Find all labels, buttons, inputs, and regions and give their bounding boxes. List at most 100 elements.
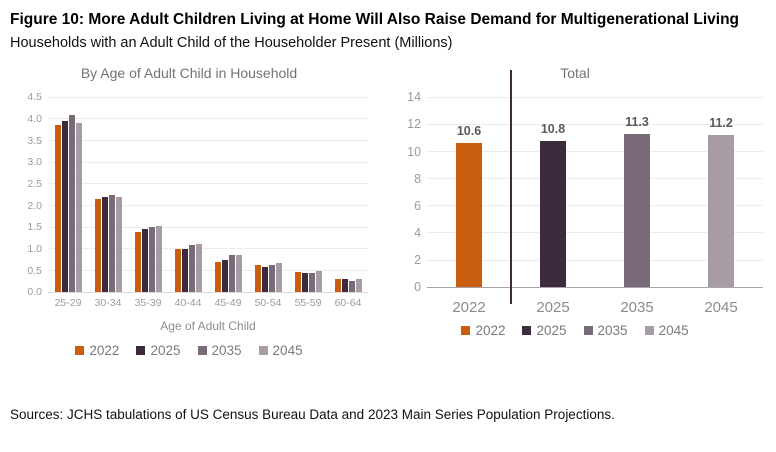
x-tick-label: 2022 [452,299,486,317]
legend-swatch [75,346,85,356]
y-tick-label: 10 [407,144,422,159]
chart-by-age: By Age of Adult Child in Household 0.0 0.… [10,65,381,358]
x-tick-label: 2035 [620,299,654,317]
bar-2035-50-54 [268,264,275,293]
y-tick-label: 14 [407,90,422,105]
x-tick-label: 2025 [536,299,570,317]
legend-swatch [258,346,268,356]
legend-label: 2022 [475,323,506,339]
legend-label: 2045 [658,323,689,339]
chart-by-age-x-axis-label: Age of Adult Child [160,319,256,334]
legend-swatch [644,326,654,336]
gridline [427,178,764,180]
legend-label: 2045 [272,343,303,359]
y-tick-label: 6 [414,198,422,213]
gridline [48,161,368,163]
bar-2025-35-39 [141,229,148,293]
bar-2022-50-54 [254,265,261,293]
bar-2045-35-39 [155,226,162,293]
gridline [427,151,764,153]
chart-by-age-plot-area: 0.0 0.5 1.0 1.5 2.0 2.5 3.0 3.5 4.0 4.5 25-29 30-34… [27,91,368,309]
bar-2022-45-49 [214,261,221,293]
gridline [427,259,764,261]
bar-2025-50-54 [261,267,268,293]
legend-item-2035: 2035 [583,323,628,338]
x-tick-label: 35-39 [134,297,162,310]
y-tick-label: 0 [414,280,422,295]
y-tick-label: 0.0 [27,286,42,299]
bar-2025-40-44 [181,248,188,293]
data-label: 10.6 [456,124,482,139]
gridline [48,291,368,293]
bar-2022-30-34 [94,199,101,293]
charts-row: By Age of Adult Child in Household 0.0 0.… [10,65,766,358]
legend-item-2022: 2022 [75,343,119,358]
projection-divider-line [510,70,513,305]
gridline [48,118,368,120]
gridline [48,270,368,272]
gridline [427,205,764,207]
gridline [48,205,368,207]
y-tick-label: 3.0 [27,156,42,169]
bar-2022-55-59 [294,271,301,293]
data-label: 10.8 [540,121,566,136]
y-tick-label: 2.0 [27,199,42,212]
chart-total: Total 0 2 4 6 8 10 12 14 10.6 10.8 11.3 11.2 2022 202… [387,65,766,358]
legend-label: 2022 [89,343,120,359]
x-tick-label: 40-44 [174,297,202,310]
bar-2022-40-44 [174,248,181,293]
gridline [427,286,764,288]
legend-swatch [522,326,532,336]
chart-total-plot-area: 0 2 4 6 8 10 12 14 10.6 10.8 11.3 11.2 2022 2025 2035 2… [407,70,764,316]
bar-total-2035 [624,133,651,288]
legend-item-2035: 2035 [197,343,242,359]
bar-2035-25-29 [68,114,75,293]
gridline [48,96,368,98]
figure-subtitle: Households with an Adult Child of the Ho… [10,35,453,52]
legend-item-2025: 2025 [136,343,181,359]
y-tick-label: 1.5 [27,221,42,234]
legend-label: 2035 [211,343,242,359]
gridline [427,123,764,125]
gridline [48,226,368,228]
figure-title: Figure 10: More Adult Children Living at… [10,11,740,28]
bar-2022-60-64 [334,278,341,293]
legend-swatch [583,326,593,336]
bar-2035-35-39 [148,227,155,293]
y-tick-label: 2 [414,253,422,268]
bar-2045-40-44 [195,243,202,293]
bar-total-2045 [708,135,735,288]
gridline [427,96,764,98]
legend-swatch [136,346,146,356]
x-tick-label: 25-29 [54,297,82,310]
y-tick-label: 2.5 [27,177,42,190]
legend-label: 2025 [536,323,567,339]
legend-item-2045: 2045 [644,323,689,339]
chart-by-age-title: By Age of Adult Child in Household [80,65,298,82]
bar-2045-50-54 [275,262,282,293]
gridline [48,140,368,142]
bar-2025-45-49 [221,259,228,293]
source-note: Sources: JCHS tabulations of US Census B… [10,407,615,422]
x-tick-label: 45-49 [214,297,242,310]
legend-swatch [197,346,207,356]
chart-total-legend: 2022 2025 2035 2045 [387,323,763,338]
data-label: 11.3 [625,114,649,129]
x-tick-label: 30-34 [94,297,122,310]
chart-by-age-legend: 2022 2025 2035 2045 [10,343,368,358]
bar-2025-30-34 [101,196,108,293]
legend-label: 2025 [150,343,181,359]
bar-2025-55-59 [301,272,308,293]
bar-2035-40-44 [188,244,195,293]
bar-2045-45-49 [235,254,242,293]
gridline [48,248,368,250]
x-tick-label: 55-59 [294,297,322,310]
x-tick-label: 60-64 [334,297,362,310]
bar-total-2025 [540,140,567,288]
bar-2025-25-29 [61,121,68,293]
bar-2045-60-64 [355,279,362,293]
legend-item-2045: 2045 [258,343,303,359]
bar-2045-30-34 [115,196,122,293]
y-tick-label: 4.5 [27,91,42,104]
